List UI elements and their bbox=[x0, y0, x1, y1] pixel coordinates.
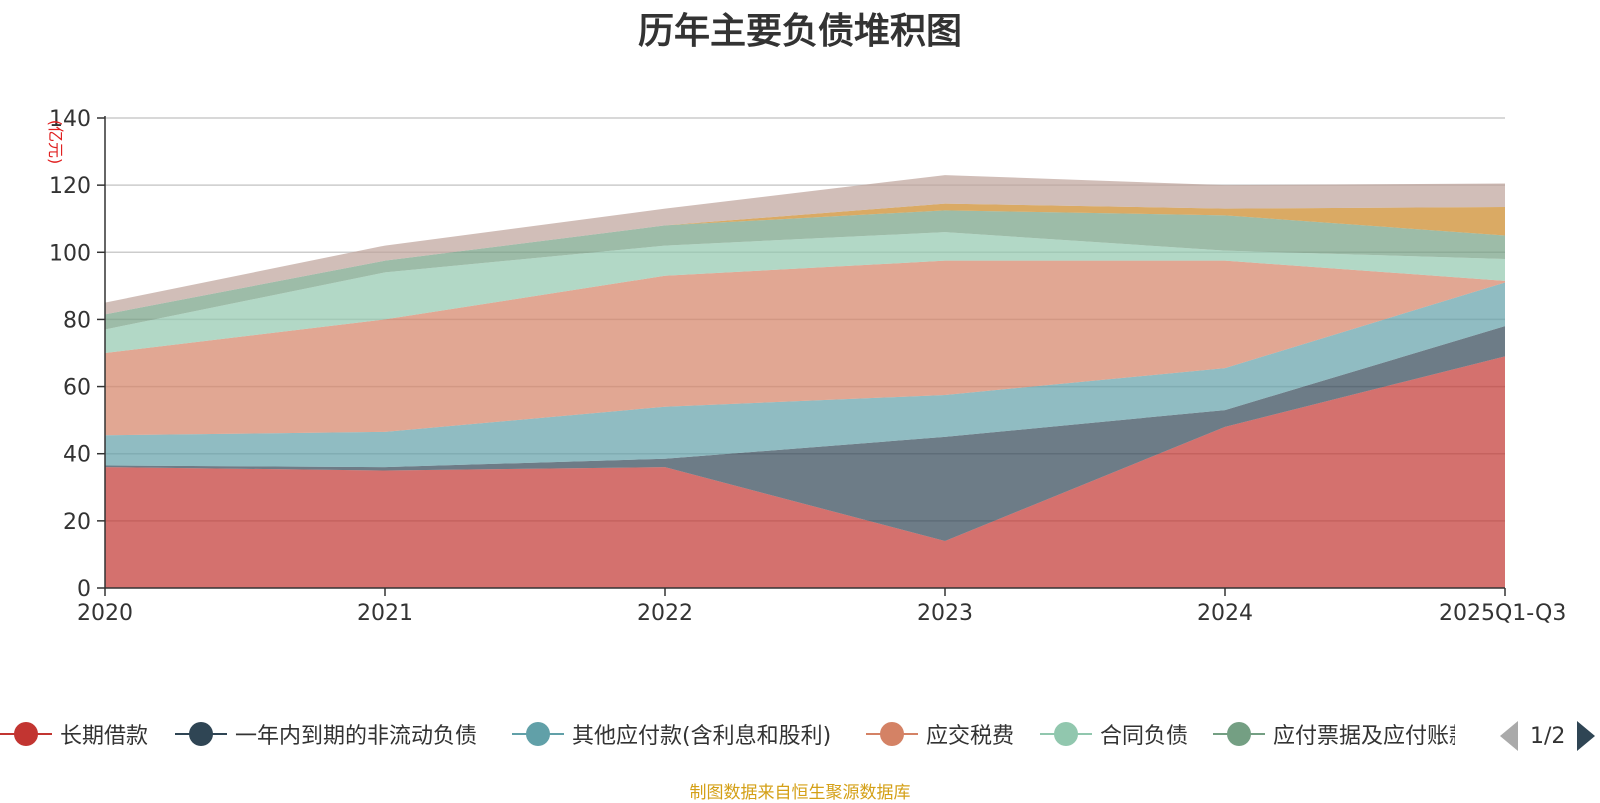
legend-item[interactable]: 长期借款 bbox=[0, 714, 148, 754]
chart-legend: 长期借款 一年内到期的非流动负债 其他应付款(含利息和股利) 应交税费 合同负债 应付票据… bbox=[0, 714, 1600, 754]
legend-marker-icon bbox=[0, 714, 52, 754]
legend-marker-icon bbox=[175, 714, 227, 754]
legend-label: 合同负债 bbox=[1100, 724, 1189, 749]
x-tick-label: 2025Q1-Q3 bbox=[1439, 601, 1566, 626]
legend-marker-icon bbox=[1213, 714, 1265, 754]
y-axis-unit-label: (亿元) bbox=[46, 120, 65, 165]
area-series-2 bbox=[105, 326, 1505, 541]
y-tick-label: 60 bbox=[63, 376, 91, 401]
chart-plot: 0 20 40 60 80 100 120 140 2020 2021 2022 2023 2024 20… bbox=[46, 107, 1566, 626]
legend-page-indicator: 1/2 bbox=[1530, 723, 1566, 749]
y-tick-label: 40 bbox=[63, 443, 91, 468]
x-tick-label: 2024 bbox=[1197, 601, 1253, 626]
legend-label: 一年内到期的非流动负债 bbox=[235, 724, 478, 749]
area-series-3 bbox=[105, 282, 1505, 468]
legend-label: 其他应付款(含利息和股利) bbox=[572, 724, 832, 749]
area-series-8 bbox=[105, 175, 1505, 315]
y-tick-label: 100 bbox=[49, 241, 91, 266]
x-tick-label: 2020 bbox=[77, 601, 133, 626]
area-series-5 bbox=[105, 232, 1505, 353]
x-tick-label: 2022 bbox=[637, 601, 693, 626]
legend-item[interactable]: 其他应付款(含利息和股利) bbox=[512, 714, 831, 754]
legend-label: 应交税费 bbox=[926, 724, 1015, 749]
legend-item[interactable]: 合同负债 bbox=[1040, 714, 1188, 754]
legend-item[interactable]: 应交税费 bbox=[866, 714, 1014, 754]
legend-prev-page-icon[interactable] bbox=[1500, 721, 1518, 751]
area-series-6 bbox=[105, 210, 1505, 330]
chart-title: 历年主要负债堆积图 bbox=[637, 11, 962, 52]
y-tick-label: 140 bbox=[49, 107, 91, 132]
data-source-note: 制图数据来自恒生聚源数据库 bbox=[689, 783, 911, 803]
area-series-1 bbox=[105, 356, 1505, 588]
y-tick-label: 80 bbox=[63, 308, 91, 333]
y-tick-label: 120 bbox=[49, 174, 91, 199]
x-tick-label: 2023 bbox=[917, 601, 973, 626]
area-series-4 bbox=[105, 260, 1505, 436]
legend-marker-icon bbox=[1040, 714, 1092, 754]
legend-item[interactable]: 应付票据及应付账款 bbox=[1213, 714, 1455, 754]
area-series-7 bbox=[105, 203, 1505, 315]
legend-label: 应付票据及应付账款 bbox=[1273, 724, 1455, 749]
legend-item[interactable]: 一年内到期的非流动负债 bbox=[175, 714, 477, 754]
legend-next-page-icon[interactable] bbox=[1577, 721, 1596, 751]
x-tick-label: 2021 bbox=[357, 601, 413, 626]
y-tick-label: 20 bbox=[63, 510, 91, 535]
y-tick-label: 0 bbox=[77, 577, 91, 602]
legend-label: 长期借款 bbox=[60, 724, 149, 749]
legend-pager: 1/2 bbox=[1500, 718, 1596, 754]
legend-marker-icon bbox=[512, 714, 564, 754]
legend-marker-icon bbox=[866, 714, 918, 754]
